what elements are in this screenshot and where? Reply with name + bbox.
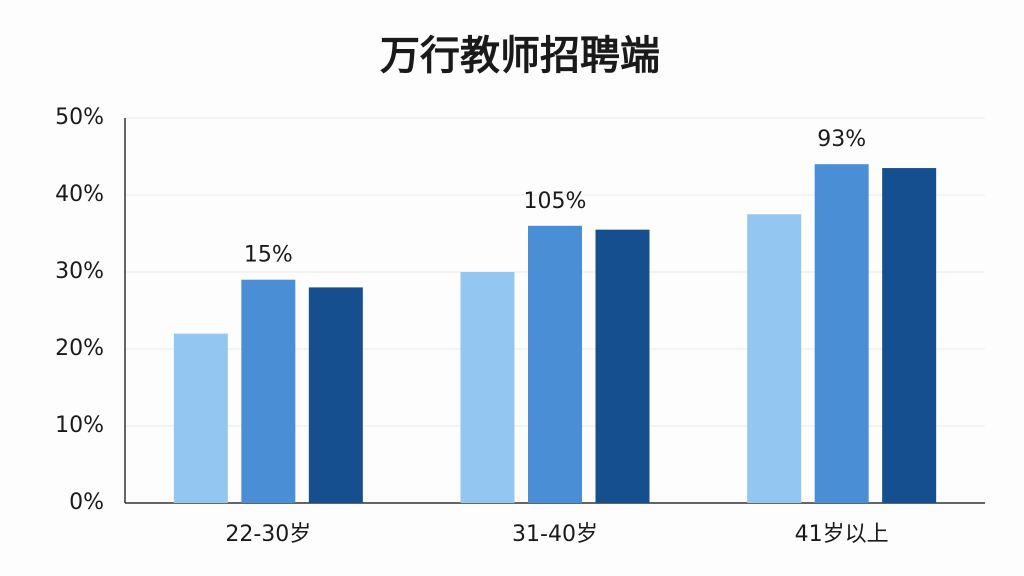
y-tick-label: 20% [55,336,104,361]
bar [882,168,937,504]
y-tick-label: 10% [55,413,104,438]
bar [241,279,296,503]
bar [460,272,515,503]
x-tick-label: 22-30岁 [225,522,311,547]
y-tick-label: 0% [69,490,104,515]
y-tick-label: 30% [55,259,104,284]
y-tick-label: 40% [55,182,104,207]
chart-title: 万行教师招聘端 [380,33,660,79]
bar [173,333,228,503]
bar [528,225,582,504]
bar [308,287,363,503]
annotation: 93% [817,127,866,152]
bar [814,164,869,503]
annotation: 105% [524,189,587,214]
x-tick-label: 31-40岁 [512,522,598,547]
y-tick-label: 50% [55,105,104,130]
annotation: 15% [244,243,293,268]
x-tick-label: 41岁以上 [795,522,889,547]
bar [595,229,650,503]
bar [747,214,802,503]
